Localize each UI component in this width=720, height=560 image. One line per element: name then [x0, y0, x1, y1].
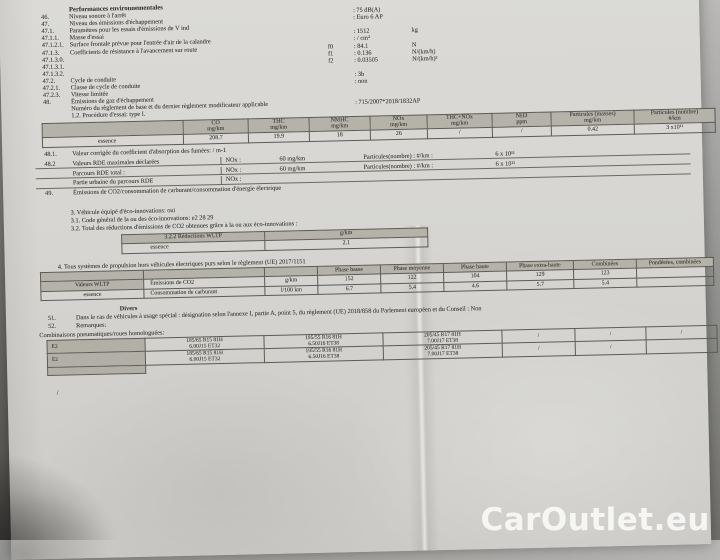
fuel-type-label: essence: [42, 134, 184, 148]
tyre-row-label: [47, 364, 146, 376]
tyre-combo: [502, 355, 575, 365]
cell-nox: 26: [370, 128, 428, 140]
fc-low: 6.7: [317, 283, 381, 295]
eco-reductions-table: 3.2.2 Réductions WLTP g/km essence 2.1: [121, 227, 428, 254]
cell-thc-nox: /: [427, 127, 493, 139]
wltp-block: 4. Tous systèmes de propulsion hors véhi…: [38, 249, 714, 301]
cell-nh3: /: [492, 125, 552, 138]
col-header: THC mg/km: [247, 117, 310, 133]
fc-high: 4.6: [443, 280, 507, 292]
fc-medium: 5.4: [380, 282, 444, 294]
fc-extra-high: 5.7: [506, 279, 574, 291]
col-header: THC+NOx mg/km: [426, 112, 493, 129]
fuel-type-label: essence: [121, 240, 265, 254]
cell-particles-mass: 0.42: [551, 123, 635, 136]
line-value: [355, 105, 413, 113]
rde-nox-label: NOx :: [220, 155, 280, 165]
cell-co: 208.7: [183, 132, 249, 145]
fc-row-label: Consommation de carburant: [143, 286, 266, 299]
caroutlet-watermark: CarOutlet.eu: [480, 502, 710, 538]
tyre-combo: [265, 359, 384, 370]
tyre-combo: [383, 357, 502, 368]
line-number: [45, 187, 73, 188]
certificate-content: Performances environnementales 46. Niveau…: [32, 0, 718, 397]
divers-block: Divers 51. Dans le cas de véhicules à usa…: [39, 292, 718, 397]
eco-innovations-block: 3. Véhicule équipé d'éco-innovations: ou…: [70, 195, 692, 255]
line-number: 52.: [48, 322, 57, 330]
fc-weighted: [636, 276, 714, 288]
line-number: 48.2: [44, 161, 56, 169]
cell-particles-number: 3 x10¹¹: [634, 121, 716, 134]
fc-combined: 5.4: [573, 277, 637, 289]
cell-nmhc: 18: [309, 129, 371, 142]
stray-slash-mark: /: [56, 389, 59, 397]
line-coeff: [329, 106, 355, 114]
rde-nox-label: NOx :: [220, 165, 280, 174]
line-number: 48.1.: [44, 150, 57, 158]
tyre-combo: [646, 352, 717, 362]
cell-thc: 19.9: [248, 131, 310, 143]
col-header: NMHC mg/km: [308, 115, 371, 132]
fc-unit: l/100 km: [264, 285, 319, 296]
fuel-type-label: essence: [40, 288, 145, 301]
tyre-combo: [146, 362, 265, 373]
tyre-combo: [575, 353, 646, 363]
line-number: 49.: [45, 189, 54, 197]
col-header: NOx mg/km: [369, 114, 428, 130]
rde-nox-label: NOx :: [220, 175, 280, 184]
col-header: NH3 ppm: [491, 111, 552, 128]
col-header: CO mg/km: [183, 118, 249, 135]
line-number: [43, 113, 71, 121]
